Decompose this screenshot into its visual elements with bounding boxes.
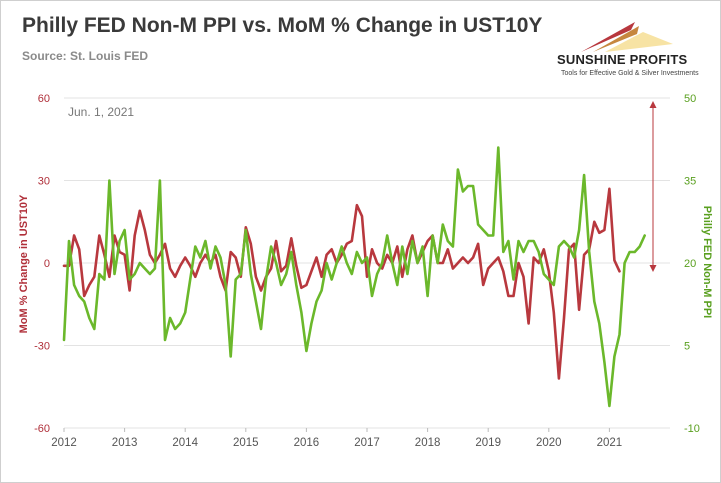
x-tick-label: 2016 [294, 437, 320, 449]
range-arrow-head-up [649, 101, 657, 108]
philly-fed-ppi-line [62, 146, 647, 408]
right-tick-label: 20 [684, 258, 696, 270]
right-tick-label: 50 [684, 93, 696, 105]
logo-brand: SUNSHINE PROFITS [557, 52, 688, 67]
x-tick-label: 2013 [112, 437, 138, 449]
chart-annotation: Jun. 1, 2021 [68, 105, 135, 119]
ust10y-mom-change-line [62, 187, 621, 380]
right-axis-title: Philly FED Non-M PPI [701, 205, 713, 319]
sunshine-profits-logo: SUNSHINE PROFITS Tools for Effective Gol… [553, 12, 703, 82]
range-arrow-head-down [649, 265, 657, 272]
left-tick-label: 60 [38, 93, 50, 105]
x-tick-label: 2021 [597, 437, 623, 449]
x-tick-label: 2014 [172, 437, 198, 449]
left-axis-title: MoM % Change in UST10Y [18, 194, 30, 334]
right-tick-label: 5 [684, 341, 690, 353]
chart-title: Philly FED Non-M PPI vs. MoM % Change in… [22, 14, 543, 37]
x-tick-label: 2015 [233, 437, 259, 449]
right-tick-label: 35 [684, 176, 696, 188]
left-tick-label: -30 [34, 341, 50, 353]
logo-tagline: Tools for Effective Gold & Silver Invest… [561, 70, 699, 77]
left-tick-label: -60 [34, 423, 50, 435]
x-tick-label: 2017 [354, 437, 380, 449]
left-tick-label: 0 [44, 258, 50, 270]
x-tick-label: 2012 [51, 437, 77, 449]
right-tick-label: -10 [684, 423, 700, 435]
chart-source: Source: St. Louis FED [22, 49, 149, 63]
x-tick-label: 2019 [475, 437, 501, 449]
x-tick-label: 2018 [415, 437, 441, 449]
logo-swoosh-icon [581, 22, 673, 52]
left-tick-label: 30 [38, 176, 50, 188]
x-tick-label: 2020 [536, 437, 562, 449]
